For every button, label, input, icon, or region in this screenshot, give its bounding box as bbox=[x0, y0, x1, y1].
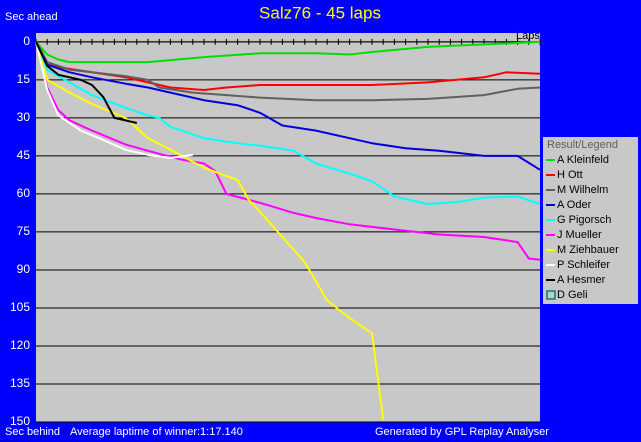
legend-label: A Oder bbox=[557, 199, 592, 211]
y-tick-label: 105 bbox=[10, 300, 30, 314]
y-tick-label: 75 bbox=[17, 224, 31, 238]
legend-label: A Hesmer bbox=[557, 274, 606, 286]
x-label: Laps bbox=[516, 30, 540, 42]
legend-label: A Kleinfeld bbox=[557, 154, 609, 166]
chart-title: Salz76 - 45 laps bbox=[259, 3, 381, 22]
y-tick-label: 45 bbox=[17, 148, 31, 162]
legend-swatch bbox=[546, 290, 556, 300]
y-tick-label: 15 bbox=[17, 72, 31, 86]
series-line bbox=[35, 41, 193, 159]
y-tick-label: 135 bbox=[10, 376, 30, 390]
legend-label: M Wilhelm bbox=[557, 184, 608, 196]
series-line bbox=[35, 41, 541, 102]
legend-label: G Pigorsch bbox=[557, 214, 611, 226]
footer-right: Generated by GPL Replay Analyser bbox=[375, 426, 549, 438]
legend-label: D Geli bbox=[557, 289, 588, 301]
legend-label: M Ziehbauer bbox=[557, 244, 619, 256]
series-line bbox=[35, 41, 541, 261]
legend-label: J Mueller bbox=[557, 229, 602, 241]
series-line bbox=[35, 41, 385, 420]
y-tick-label: 150 bbox=[10, 414, 30, 428]
series-line bbox=[35, 40, 541, 64]
y-tick-label: 30 bbox=[17, 110, 31, 124]
footer-left: Average laptime of winner:1:17.140 bbox=[70, 426, 243, 438]
y-label-bottom: Sec behind bbox=[5, 426, 60, 438]
legend-box bbox=[543, 137, 638, 304]
y-tick-label: 90 bbox=[17, 262, 31, 276]
series-line bbox=[35, 41, 541, 171]
y-tick-label: 0 bbox=[23, 34, 30, 48]
legend-title: Result/Legend bbox=[547, 139, 618, 151]
legend-label: P Schleifer bbox=[557, 259, 610, 271]
series-line bbox=[35, 41, 138, 124]
plot-area bbox=[36, 33, 540, 422]
y-tick-label: 120 bbox=[10, 338, 30, 352]
series-line bbox=[35, 41, 541, 206]
y-label-top: Sec ahead bbox=[5, 11, 58, 23]
legend-label: H Ott bbox=[557, 169, 583, 181]
y-tick-label: 60 bbox=[17, 186, 31, 200]
